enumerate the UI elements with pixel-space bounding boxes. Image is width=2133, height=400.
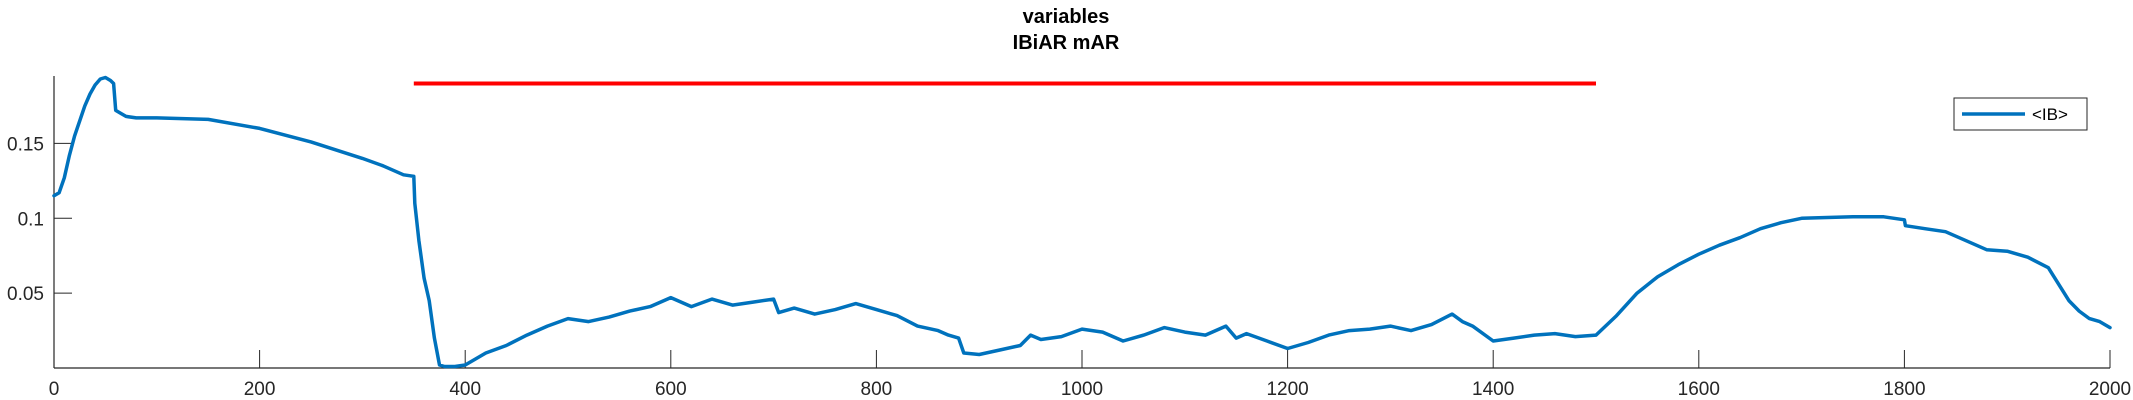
x-tick-label: 400 (449, 379, 481, 400)
y-tick-label: 0.05 (7, 284, 44, 305)
x-tick-label: 1200 (1266, 379, 1308, 400)
legend: <IB> (1953, 97, 2088, 131)
x-tick-label: 1400 (1472, 379, 1514, 400)
x-tick-label: 200 (244, 379, 276, 400)
x-tick-label: 800 (861, 379, 893, 400)
series-line-ib (52, 75, 2112, 369)
y-tick-label: 0.15 (7, 134, 44, 155)
x-tick-label: 1600 (1678, 379, 1720, 400)
chart-subtitle: IBiAR mAR (1013, 32, 1120, 54)
x-tick-label: 1800 (1883, 379, 1925, 400)
x-tick-label: 2000 (2089, 379, 2131, 400)
x-tick-label: 1000 (1061, 379, 1103, 400)
chart-title: variables (1023, 6, 1110, 28)
y-tick-label: 0.1 (18, 209, 44, 230)
x-tick-label: 600 (655, 379, 687, 400)
legend-label: <IB> (2032, 105, 2068, 124)
series-layer (52, 75, 2112, 369)
axes: 0 200 400 600 800 1000 1200 1400 1600 1800 2000 0.0… (7, 76, 2131, 400)
x-tick-label: 0 (49, 379, 60, 400)
